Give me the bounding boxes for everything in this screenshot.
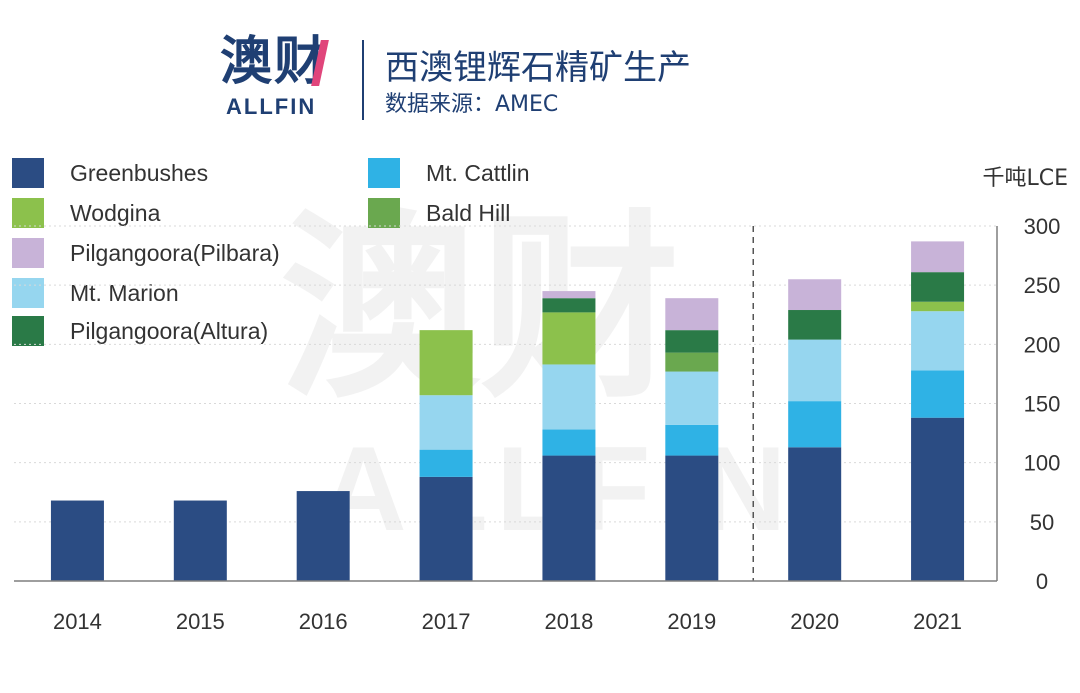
legend-item: Pilgangoora(Pilbara)	[12, 236, 280, 270]
bar-segment	[542, 312, 596, 365]
bar-segment	[50, 500, 104, 581]
x-tick-label: 2014	[53, 609, 102, 634]
bar-segment	[419, 330, 473, 396]
y-tick-label: 150	[1024, 392, 1061, 417]
bar-segment	[419, 395, 473, 450]
chart-title: 西澳锂辉石精矿生产	[385, 48, 691, 88]
x-tick-label: 2016	[299, 609, 348, 634]
x-tick-label: 2017	[422, 609, 471, 634]
legend-item: Mt. Cattlin	[368, 156, 530, 190]
bar-segment	[665, 298, 719, 331]
bar-segment	[911, 311, 965, 371]
bar-segment	[788, 339, 842, 402]
y-tick-label: 50	[1030, 510, 1054, 535]
legend-item: Pilgangoora(Altura)	[12, 314, 268, 348]
bar-segment	[542, 455, 596, 581]
legend-label: Bald Hill	[426, 199, 511, 226]
x-tick-label: 2021	[913, 609, 962, 634]
y-tick-label: 300	[1024, 214, 1061, 239]
bar-segment	[911, 301, 965, 312]
x-tick-label: 2018	[544, 609, 593, 634]
bar-segment	[665, 371, 719, 425]
bar-segment	[665, 352, 719, 372]
legend-swatch	[368, 198, 400, 228]
legend-label: Mt. Cattlin	[426, 159, 530, 186]
legend-label: Mt. Marion	[70, 279, 179, 306]
legend-item: Greenbushes	[12, 156, 208, 190]
bar-segment	[542, 429, 596, 456]
legend-swatch	[12, 238, 44, 268]
legend-label: Pilgangoora(Altura)	[70, 317, 269, 344]
y-tick-label: 0	[1036, 569, 1048, 594]
legend-swatch	[12, 198, 44, 228]
logo-english-text: ALLFIN	[226, 94, 317, 119]
legend-item: Bald Hill	[368, 196, 510, 230]
legend-swatch	[12, 278, 44, 308]
legend-label: Pilgangoora(Pilbara)	[70, 239, 280, 266]
x-tick-label: 2020	[790, 609, 839, 634]
bar-segment	[419, 449, 473, 477]
bar-segment	[665, 330, 719, 353]
logo-chinese-text: 澳财	[220, 32, 329, 92]
bar-segment	[788, 279, 842, 311]
bar-segment	[911, 272, 965, 302]
y-tick-label: 100	[1024, 451, 1061, 476]
legend-swatch	[12, 316, 44, 346]
bar-segment	[173, 500, 227, 581]
y-axis-unit: 千吨LCE	[982, 166, 1068, 191]
bar-segment	[542, 364, 596, 430]
bar-segment	[419, 476, 473, 581]
bar-segment	[296, 491, 350, 581]
bar-segment	[788, 447, 842, 581]
legend-label: Greenbushes	[70, 159, 209, 186]
legend-swatch	[368, 158, 400, 188]
header-divider	[362, 40, 364, 120]
legend-swatch	[12, 158, 44, 188]
bar-segment	[788, 310, 842, 340]
bar-segment	[788, 401, 842, 448]
bar-segment	[665, 424, 719, 456]
chart-source: 数据来源：AMEC	[385, 92, 559, 117]
bar-segment	[911, 241, 965, 273]
allfin-logo: 澳财 ALLFIN	[220, 32, 345, 122]
bar-segment	[665, 455, 719, 581]
y-tick-label: 200	[1024, 332, 1061, 357]
legend-item: Mt. Marion	[12, 276, 179, 310]
x-tick-label: 2015	[176, 609, 225, 634]
legend-item: Wodgina	[12, 196, 160, 230]
x-tick-label: 2019	[667, 609, 716, 634]
bar-segment	[911, 417, 965, 581]
bar-segment	[542, 291, 596, 299]
legend-label: Wodgina	[70, 199, 161, 226]
y-tick-label: 250	[1024, 273, 1061, 298]
bar-segment	[542, 298, 596, 313]
bar-segment	[911, 370, 965, 418]
